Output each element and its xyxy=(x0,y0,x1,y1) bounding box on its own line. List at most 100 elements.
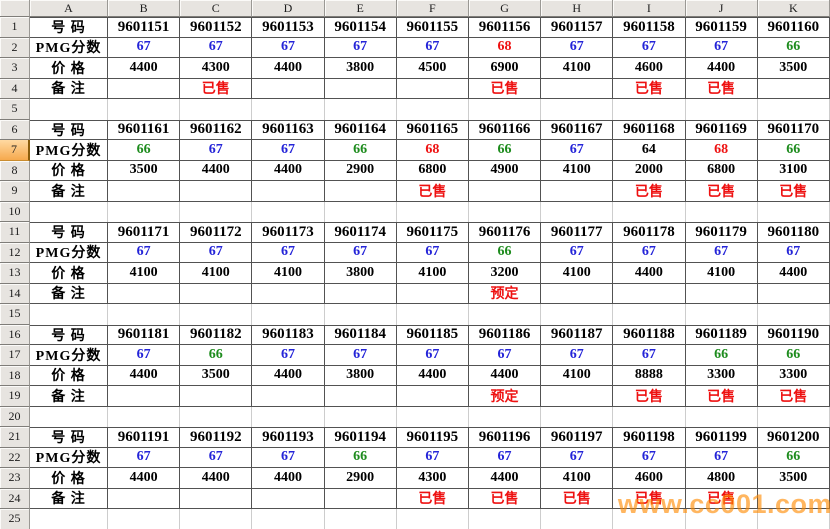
cell-D21[interactable]: 9601193 xyxy=(252,427,325,448)
cell-E6[interactable]: 9601164 xyxy=(324,119,397,140)
cell-H16[interactable]: 9601187 xyxy=(541,324,614,345)
cell-B15[interactable] xyxy=(108,304,181,325)
cell-H21[interactable]: 9601197 xyxy=(541,427,614,448)
cell-J23[interactable]: 4800 xyxy=(685,468,758,489)
cell-H23[interactable]: 4100 xyxy=(541,468,614,489)
cell-G2[interactable]: 68 xyxy=(468,37,542,58)
row-header-3[interactable]: 3 xyxy=(0,58,30,79)
cell-K10[interactable] xyxy=(757,201,830,222)
cell-D6[interactable]: 9601163 xyxy=(252,119,325,140)
cell-K6[interactable]: 9601170 xyxy=(757,119,830,140)
cell-B12[interactable]: 67 xyxy=(108,242,181,263)
cell-G23[interactable]: 4400 xyxy=(468,468,542,489)
cell-K4[interactable] xyxy=(757,78,830,99)
cell-G6[interactable]: 9601166 xyxy=(468,119,542,140)
cell-D5[interactable] xyxy=(252,99,325,120)
row-header-9[interactable]: 9 xyxy=(0,181,30,202)
cell-E19[interactable] xyxy=(324,386,397,407)
column-header-D[interactable]: D xyxy=(252,0,325,17)
cell-C12[interactable]: 67 xyxy=(180,242,253,263)
cell-H15[interactable] xyxy=(541,304,614,325)
cell-F22[interactable]: 67 xyxy=(396,447,469,468)
cell-C2[interactable]: 67 xyxy=(180,37,253,58)
cell-I9[interactable]: 已售 xyxy=(613,181,686,202)
cell-I24[interactable]: 已售 xyxy=(613,488,686,509)
cell-D22[interactable]: 67 xyxy=(252,447,325,468)
cell-H12[interactable]: 67 xyxy=(541,242,614,263)
cell-F10[interactable] xyxy=(396,201,469,222)
cell-C18[interactable]: 3500 xyxy=(180,365,253,386)
cell-J8[interactable]: 6800 xyxy=(685,160,758,181)
cell-K9[interactable]: 已售 xyxy=(757,181,830,202)
cell-K2[interactable]: 66 xyxy=(757,37,830,58)
cell-G3[interactable]: 6900 xyxy=(468,58,542,79)
cell-D25[interactable] xyxy=(252,509,325,529)
cell-F19[interactable] xyxy=(396,386,469,407)
cell-E23[interactable]: 2900 xyxy=(324,468,397,489)
cell-G15[interactable] xyxy=(468,304,542,325)
cell-G11[interactable]: 9601176 xyxy=(468,222,542,243)
cell-E10[interactable] xyxy=(324,201,397,222)
cell-I22[interactable]: 67 xyxy=(613,447,686,468)
cell-C8[interactable]: 4400 xyxy=(180,160,253,181)
cell-H11[interactable]: 9601177 xyxy=(541,222,614,243)
cell-C10[interactable] xyxy=(180,201,253,222)
cell-G25[interactable] xyxy=(468,509,542,529)
cell-G24[interactable]: 已售 xyxy=(468,488,542,509)
cell-H1[interactable]: 9601157 xyxy=(541,17,614,38)
cell-C6[interactable]: 9601162 xyxy=(180,119,253,140)
cell-H19[interactable] xyxy=(541,386,614,407)
cell-J14[interactable] xyxy=(685,283,758,304)
cell-E21[interactable]: 9601194 xyxy=(324,427,397,448)
cell-H14[interactable] xyxy=(541,283,614,304)
cell-A17[interactable]: PMG分数 xyxy=(30,345,108,366)
cell-I20[interactable] xyxy=(613,406,686,427)
cell-A10[interactable] xyxy=(30,201,108,222)
cell-I14[interactable] xyxy=(613,283,686,304)
cell-E3[interactable]: 3800 xyxy=(324,58,397,79)
row-header-7[interactable]: 7 xyxy=(0,140,30,161)
cell-B11[interactable]: 9601171 xyxy=(108,222,181,243)
column-header-C[interactable]: C xyxy=(180,0,253,17)
row-header-15[interactable]: 15 xyxy=(0,304,30,325)
row-header-20[interactable]: 20 xyxy=(0,406,30,427)
row-header-22[interactable]: 22 xyxy=(0,447,30,468)
cell-A25[interactable] xyxy=(30,509,108,529)
cell-F9[interactable]: 已售 xyxy=(396,181,469,202)
cell-G1[interactable]: 9601156 xyxy=(468,17,542,38)
cell-J21[interactable]: 9601199 xyxy=(685,427,758,448)
cell-A18[interactable]: 价 格 xyxy=(30,365,108,386)
cell-F14[interactable] xyxy=(396,283,469,304)
cell-K25[interactable] xyxy=(757,509,830,529)
cell-F17[interactable]: 67 xyxy=(396,345,469,366)
cell-I23[interactable]: 4600 xyxy=(613,468,686,489)
cell-H17[interactable]: 67 xyxy=(541,345,614,366)
cell-G5[interactable] xyxy=(468,99,542,120)
row-header-1[interactable]: 1 xyxy=(0,17,30,38)
cell-F21[interactable]: 9601195 xyxy=(396,427,469,448)
cell-A16[interactable]: 号 码 xyxy=(30,324,108,345)
row-header-24[interactable]: 24 xyxy=(0,488,30,509)
cell-C7[interactable]: 67 xyxy=(180,140,253,161)
cell-G4[interactable]: 已售 xyxy=(468,78,542,99)
cell-H5[interactable] xyxy=(541,99,614,120)
cell-B17[interactable]: 67 xyxy=(108,345,181,366)
cell-C3[interactable]: 4300 xyxy=(180,58,253,79)
cell-C15[interactable] xyxy=(180,304,253,325)
cell-J12[interactable]: 67 xyxy=(685,242,758,263)
cell-J22[interactable]: 67 xyxy=(685,447,758,468)
column-header-A[interactable]: A xyxy=(30,0,108,17)
cell-G12[interactable]: 66 xyxy=(468,242,542,263)
cell-I10[interactable] xyxy=(613,201,686,222)
cell-B7[interactable]: 66 xyxy=(108,140,181,161)
cell-I25[interactable] xyxy=(613,509,686,529)
cell-B14[interactable] xyxy=(108,283,181,304)
cell-A6[interactable]: 号 码 xyxy=(30,119,108,140)
cell-F18[interactable]: 4400 xyxy=(396,365,469,386)
cell-H13[interactable]: 4100 xyxy=(541,263,614,284)
cell-I2[interactable]: 67 xyxy=(613,37,686,58)
cell-G10[interactable] xyxy=(468,201,542,222)
cell-J2[interactable]: 67 xyxy=(685,37,758,58)
row-header-8[interactable]: 8 xyxy=(0,160,30,181)
cell-B3[interactable]: 4400 xyxy=(108,58,181,79)
